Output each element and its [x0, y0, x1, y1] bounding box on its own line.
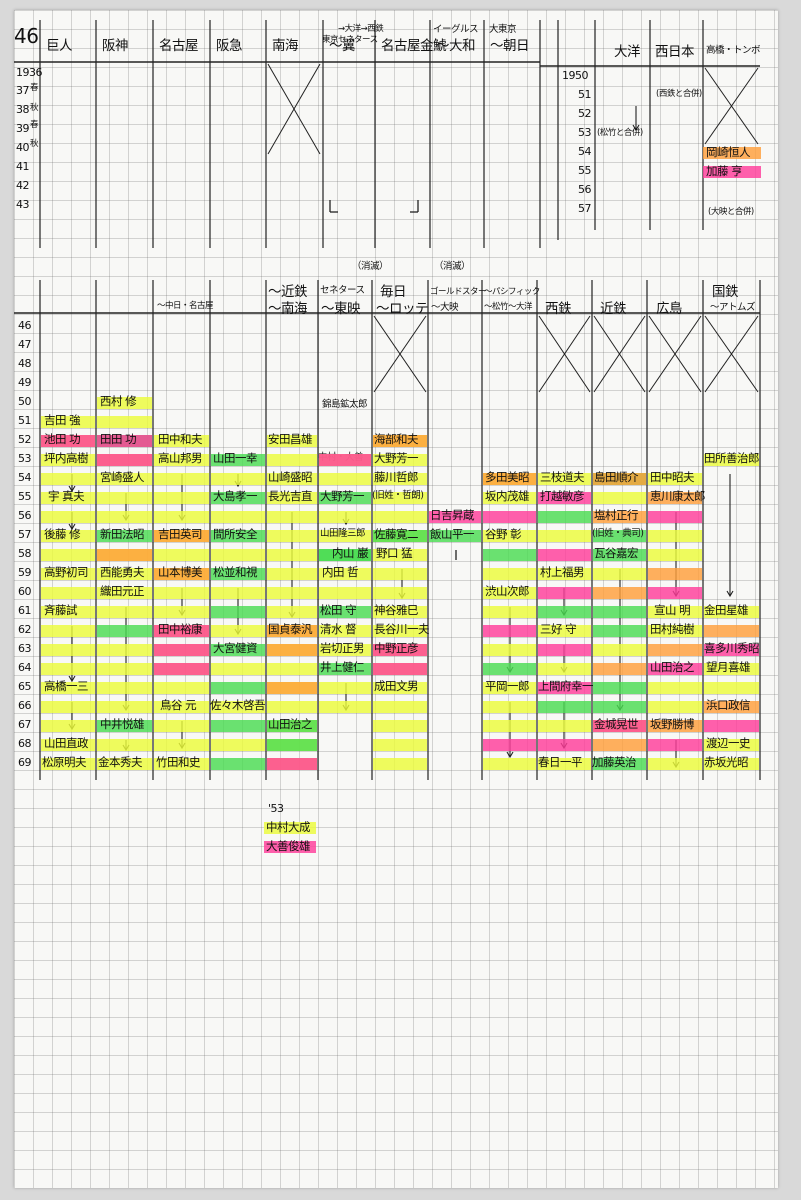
- grid-paper-sheet: [14, 10, 778, 1188]
- arrow-head: [68, 523, 76, 531]
- arrow-head: [68, 675, 76, 683]
- vacant-cross: [373, 315, 427, 393]
- arrow-head: [68, 485, 76, 493]
- arrow-head: [632, 124, 640, 132]
- vacant-cross: [538, 315, 591, 393]
- vacant-cross: [704, 315, 759, 393]
- vacant-cross-takahashi: [704, 67, 759, 145]
- arrow-head: [506, 751, 514, 759]
- arrow-head: [726, 590, 734, 598]
- vacant-cross: [648, 315, 702, 393]
- vacant-cross: [593, 315, 646, 393]
- vacant-cross-nankai: [267, 63, 321, 155]
